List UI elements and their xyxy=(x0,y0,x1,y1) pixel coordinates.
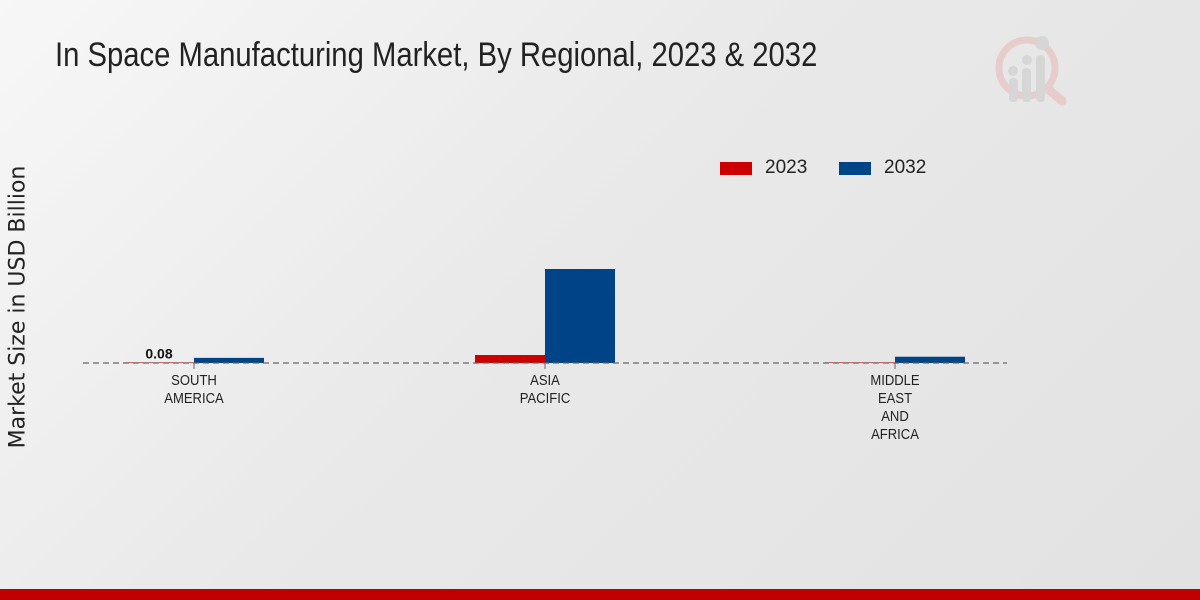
legend-item-2032: 2032 xyxy=(839,157,926,179)
x-tick-label-line: SOUTH xyxy=(171,373,217,389)
bar-2023-middle-east-and-africa xyxy=(825,362,895,363)
bar-2023-asia-pacific xyxy=(475,355,545,363)
chart-title: In Space Manufacturing Market, By Region… xyxy=(55,36,818,74)
legend-label-2032: 2032 xyxy=(884,157,927,178)
legend-item-2023: 2023 xyxy=(720,157,807,179)
legend-swatch-2032 xyxy=(839,161,871,175)
x-tick-label: ASIA PACIFIC xyxy=(491,372,599,408)
legend-label-2023: 2023 xyxy=(765,157,808,178)
x-tick-label-line: EAST xyxy=(877,391,913,407)
x-tick-label-line: ASIA xyxy=(530,373,560,389)
x-tick-label-line: AND xyxy=(881,409,909,425)
x-tick-label-line: PACIFIC xyxy=(519,391,571,407)
bar-2032-south-america xyxy=(194,357,264,363)
bar-2032-middle-east-and-africa xyxy=(895,356,965,363)
x-tick-label-line: MIDDLE xyxy=(870,373,920,389)
bar-2032-asia-pacific xyxy=(545,269,615,363)
x-tick-label-line: AMERICA xyxy=(164,391,224,407)
data-label: 0.08 xyxy=(145,346,172,362)
x-tick-label: SOUTH AMERICA xyxy=(140,372,248,408)
footer-bar xyxy=(0,589,1200,600)
x-tick-label: MIDDLE EAST AND AFRICA xyxy=(841,372,949,444)
x-tick-label-line: AFRICA xyxy=(871,427,919,443)
legend-swatch-2023 xyxy=(720,161,752,175)
